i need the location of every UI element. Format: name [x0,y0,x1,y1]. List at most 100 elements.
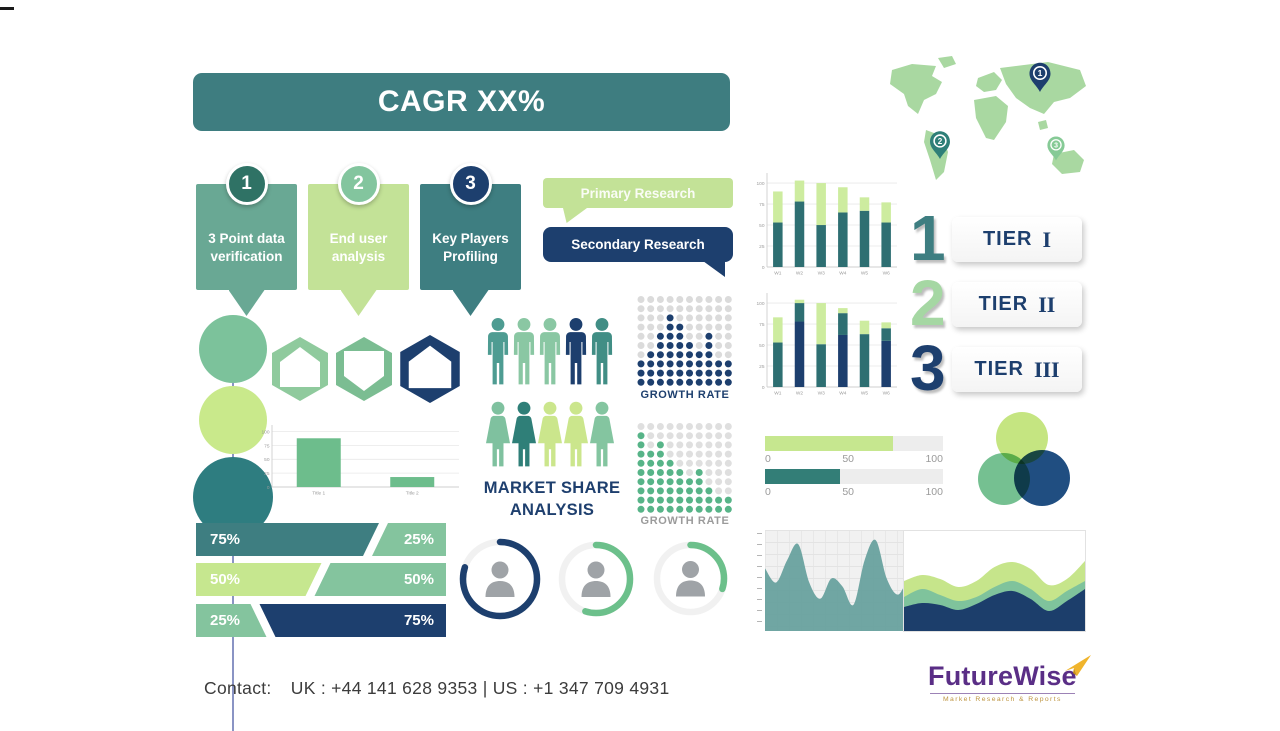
svg-text:W2: W2 [796,391,804,397]
svg-text:75: 75 [759,202,765,208]
primary-research-bubble: Primary Research [543,178,733,223]
tier-3-rank-digit: 3 [910,332,946,404]
milestone-circle-2 [199,386,267,454]
svg-text:W5: W5 [861,391,869,397]
contact-label: Contact: [204,678,272,698]
scale-0: 0 [765,453,771,465]
map-pin-2: 2 [930,131,950,159]
venn-circle-right [1014,450,1070,506]
tier-2-label: TIER [978,293,1029,315]
completion-ring-2 [556,539,636,619]
svg-text:1: 1 [1038,68,1043,78]
svg-text:W1: W1 [774,391,782,397]
hexagon-icon-1 [272,337,328,401]
cagr-banner: CAGR XX% [193,73,730,131]
progress-bar-2-scale: 0 50 100 [765,486,943,498]
svg-text:50: 50 [759,223,765,229]
split-1-shapes [196,523,446,556]
svg-text:W5: W5 [861,271,869,277]
demographic-row-female [486,397,614,475]
venn-diagram [970,408,1080,518]
completion-ring-3 [651,539,730,618]
step-1-badge: 1 [225,163,268,205]
tier-row-1: 1 TIER I [910,202,1084,274]
tier-2-numeral: II [1038,291,1056,317]
progress-bar-2-track [765,469,943,484]
svg-text:3: 3 [1054,142,1058,149]
logo-divider [930,693,1075,694]
tier-1-rank-digit: 1 [910,202,946,274]
scale-0: 0 [765,486,771,498]
step-ribbon-1: 1 3 Point data verification [196,163,297,316]
weekly-bar-chart-top: 0 25 50 75 100 W1 W2 W3 W4 W5 W6 [751,168,901,280]
svg-text:W4: W4 [839,391,847,397]
step-ribbon-2: 2 End user analysis [308,163,409,316]
svg-text:W6: W6 [883,271,891,277]
tier-row-2: 2 TIER II [910,267,1084,339]
split-ratio-bar-2: 50% 50% [196,563,446,596]
svg-text:2: 2 [938,137,943,146]
completion-ring-1 [457,536,543,622]
female-person-icon [512,401,536,467]
scale-100: 100 [925,453,943,465]
tier-2-card: TIER II [952,282,1082,327]
svg-text:50: 50 [759,343,765,349]
contact-numbers: UK : +44 141 628 9353 | US : +1 347 709 … [290,678,670,698]
female-person-icon [486,401,510,467]
split-2-left-label: 50% [210,571,241,588]
mountain-y-ticks [757,533,762,628]
svg-text:0: 0 [762,385,765,391]
primary-research-tail [563,208,587,223]
futurewise-logo: FutureWise Market Research & Reports [928,655,1091,706]
split-2-shapes [196,563,446,596]
mini-bar-chart: 0 25 50 75 100 Title 1 Title 2 [256,420,463,500]
scan-artifact [0,7,14,10]
step-2-body: End user analysis [308,184,409,290]
male-person-icon [513,318,535,385]
svg-text:25: 25 [264,471,270,477]
progress-bar-1-scale: 0 50 100 [765,453,943,465]
progress-bar-1: 0 50 100 [765,436,943,465]
tier-2-rank-digit: 2 [910,267,946,339]
hexagon-icon-3 [400,335,460,403]
svg-text:W2: W2 [796,271,804,277]
split-ratio-bar-3: 25% 75% [196,604,446,637]
tier-1-card: TIER I [952,217,1082,262]
step-ribbon-3: 3 Key Players Profiling [420,163,521,316]
split-1-left-label: 75% [210,531,241,548]
step-2-tail [340,290,377,316]
female-person-icon [564,401,588,467]
contact-bar: Contact: UK : +44 141 628 9353 | US : +1… [204,678,669,699]
hexagon-icons [272,335,460,403]
tier-1-label: TIER [982,228,1033,250]
split-2-right-label: 50% [403,571,434,588]
svg-text:25: 25 [759,244,765,250]
step-2-label: End user analysis [329,231,388,264]
progress-bar-1-fill [765,436,894,451]
step-3-badge: 3 [449,163,492,205]
stacked-wave-chart [903,530,1086,632]
svg-text:25: 25 [759,364,765,370]
split-3-shapes [196,604,446,637]
milestone-circle-1 [199,315,267,383]
growth-rate-label-primary: GROWTH RATE [640,389,730,401]
primary-research-label: Primary Research [580,185,696,201]
svg-text:W1: W1 [774,271,782,277]
tier-3-numeral: III [1033,356,1060,382]
growth-dot-matrix-primary [636,295,734,387]
svg-text:100: 100 [756,301,764,307]
svg-text:W3: W3 [818,391,826,397]
tier-row-3: 3 TIER III [910,332,1084,404]
svg-text:0: 0 [762,265,765,271]
svg-text:W3: W3 [818,271,826,277]
tier-3-label: TIER [974,358,1024,380]
map-pin-1: 1 [1029,62,1051,92]
world-map: 1 2 3 [878,56,1098,192]
male-person-icon [487,318,509,385]
svg-text:W4: W4 [839,271,847,277]
svg-text:W6: W6 [883,391,891,397]
progress-bar-2: 0 50 100 [765,469,943,498]
step-3-label: Key Players Profiling [432,231,509,264]
demographic-row-male [486,313,614,395]
